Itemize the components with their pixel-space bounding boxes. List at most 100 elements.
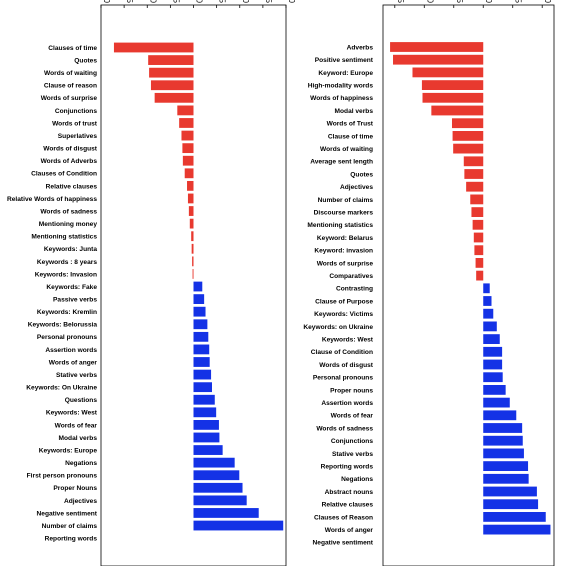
bar — [182, 155, 194, 166]
category-label: Relative clauses — [46, 183, 98, 190]
bar — [476, 270, 484, 281]
category-label: Passive verbs — [53, 297, 97, 304]
category-label: Words of Trust — [327, 121, 374, 128]
category-label: Words of disgust — [43, 146, 98, 153]
bar — [193, 344, 210, 355]
x-tick-label: 10 — [241, 0, 250, 4]
bar — [193, 495, 247, 506]
bar — [193, 394, 215, 405]
category-label: Number of claims — [42, 523, 98, 530]
bar — [150, 80, 194, 91]
category-label: Assertion words — [45, 347, 97, 354]
category-label: Words of surprise — [41, 95, 98, 102]
bar — [390, 42, 484, 52]
category-label: Adjectives — [340, 184, 373, 191]
bar — [179, 118, 194, 128]
category-label: First person pronouns — [27, 473, 98, 480]
bar — [193, 508, 259, 518]
bar — [473, 232, 484, 243]
bar — [193, 482, 243, 493]
category-label: Abstract nouns — [325, 489, 374, 496]
category-label: Keywords: On Ukraine — [26, 385, 97, 392]
bar — [192, 256, 194, 267]
bar — [483, 308, 494, 319]
category-label: Words of waiting — [320, 146, 373, 153]
category-label: Negative sentiment — [37, 510, 98, 517]
category-label: Questions — [65, 397, 98, 404]
bar — [193, 369, 212, 380]
bar — [188, 206, 194, 216]
category-label: Conjunctions — [331, 438, 373, 445]
category-label: Adjectives — [64, 498, 97, 505]
category-label: Number of claims — [318, 197, 374, 204]
x-tick-label: 10 — [543, 0, 552, 4]
category-label: Words of waiting — [44, 70, 97, 77]
category-label: Adverbs — [347, 44, 374, 51]
category-label: Clause of reason — [44, 83, 97, 90]
category-label: Keywords: West — [322, 337, 374, 344]
bar — [421, 80, 484, 90]
category-label: Mentioning statistics — [307, 222, 373, 229]
bar — [193, 382, 212, 393]
category-label: Keywords: Invasion — [35, 271, 97, 278]
category-label: Words of Adverbs — [41, 158, 98, 165]
bar — [483, 524, 551, 535]
category-label: Comparatives — [329, 273, 373, 280]
bar — [431, 105, 484, 116]
bar — [483, 321, 497, 332]
bar — [177, 105, 194, 116]
category-label: Modal verbs — [59, 435, 98, 442]
x-tick-label: 5 — [218, 0, 227, 4]
category-label: Positive sentiment — [315, 57, 374, 64]
bar — [193, 520, 284, 531]
x-tick-label: -15 — [125, 0, 134, 4]
chart-left: -20 -15 -10 -5 0 5 10 15 20 Clauses of time Quotes… — [7, 0, 296, 566]
bar — [466, 181, 484, 192]
chart-right: -15 -10 -5 0 5 10 Adverbs Positive sentiment Key… — [303, 0, 555, 566]
category-label: Relative clauses — [322, 502, 374, 509]
bar — [149, 67, 194, 78]
bar — [193, 294, 205, 304]
bar — [192, 269, 194, 279]
bar — [113, 42, 194, 53]
bar — [193, 432, 220, 443]
category-label: Personal pronouns — [37, 334, 97, 341]
x-tick-label: -5 — [455, 0, 464, 4]
bar — [193, 445, 223, 455]
category-label: Clause of time — [328, 133, 373, 140]
category-label: Keywords: Kremlin — [37, 309, 97, 316]
bar — [451, 118, 484, 129]
bar — [452, 131, 484, 141]
category-label: Clauses of time — [48, 45, 97, 52]
bar — [483, 461, 529, 471]
category-label: Words of sadness — [316, 425, 373, 432]
category-label: Proper Nouns — [53, 485, 97, 492]
bar — [472, 219, 484, 230]
category-label: Words of happiness — [310, 95, 373, 102]
category-label: Keywords: Fake — [46, 284, 97, 291]
category-label: Words of surprise — [317, 260, 374, 267]
category-label: Negations — [341, 476, 373, 483]
category-label: Keywords: West — [46, 410, 98, 417]
x-tick-label: 5 — [514, 0, 523, 4]
bar — [182, 143, 194, 154]
axes-frame — [382, 4, 555, 566]
x-tick-label: -15 — [396, 0, 405, 4]
category-label: Assertion words — [321, 400, 373, 407]
x-tick-label: 15 — [264, 0, 273, 4]
bar — [193, 357, 210, 367]
bar — [193, 470, 240, 481]
bar — [475, 258, 484, 268]
category-label: Keywords: Belorussia — [28, 322, 98, 329]
category-label: Superlatives — [58, 133, 98, 140]
x-tick-label: -10 — [148, 0, 157, 4]
bar — [483, 359, 503, 370]
bar — [483, 385, 506, 395]
x-tick-label: 20 — [287, 0, 296, 4]
category-label: Modal verbs — [335, 108, 374, 115]
bar — [193, 420, 219, 430]
x-tick-label: 0 — [484, 0, 493, 4]
category-label: Clauses of Condition — [31, 171, 97, 178]
category-label: Proper nouns — [330, 387, 373, 394]
